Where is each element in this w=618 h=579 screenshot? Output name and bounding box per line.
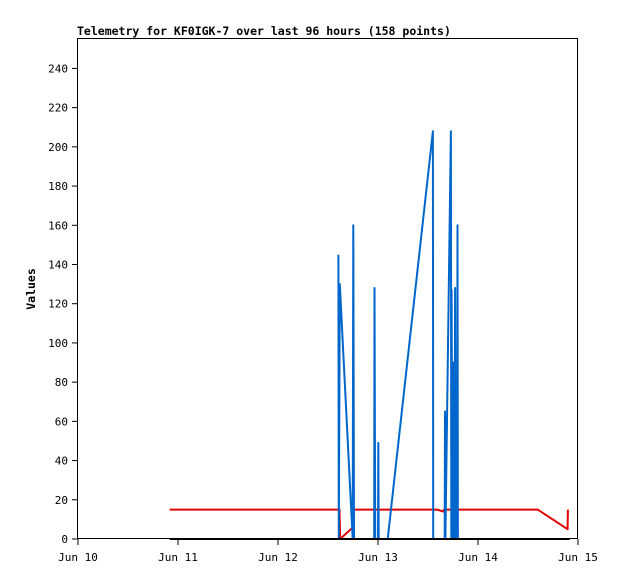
y-tick-label: 200 <box>48 141 68 154</box>
y-tick-label: 100 <box>48 337 68 350</box>
series-lines <box>169 130 570 540</box>
x-tick-label: Jun 13 <box>358 551 398 564</box>
y-tick-label: 240 <box>48 62 68 75</box>
y-axis-label: Values <box>24 268 38 310</box>
y-tick-label: 40 <box>55 455 68 468</box>
y-tick-label: 0 <box>61 533 68 546</box>
x-tick-label: Jun 14 <box>458 551 498 564</box>
x-tick-label: Jun 11 <box>158 551 198 564</box>
plot-area <box>77 38 578 539</box>
y-tick-label: 180 <box>48 180 68 193</box>
y-tick-label: 160 <box>48 219 68 232</box>
x-tick-label: Jun 12 <box>258 551 298 564</box>
x-tick-label: Jun 10 <box>58 551 98 564</box>
axis-ticks: 0 20 40 60 80 100 120 140 160 180 200 220 240 Jun 10 J… <box>48 62 598 564</box>
series-line-1 <box>169 508 569 540</box>
y-tick-label: 140 <box>48 258 68 271</box>
y-tick-label: 80 <box>55 376 68 389</box>
y-tick-label: 120 <box>48 298 68 311</box>
y-tick-label: 20 <box>55 494 68 507</box>
chart-title: Telemetry for KF0IGK-7 over last 96 hour… <box>77 24 451 38</box>
x-tick-label: Jun 15 <box>558 551 598 564</box>
y-tick-label: 60 <box>55 415 68 428</box>
series-line-2 <box>337 130 459 540</box>
y-tick-label: 220 <box>48 102 68 115</box>
